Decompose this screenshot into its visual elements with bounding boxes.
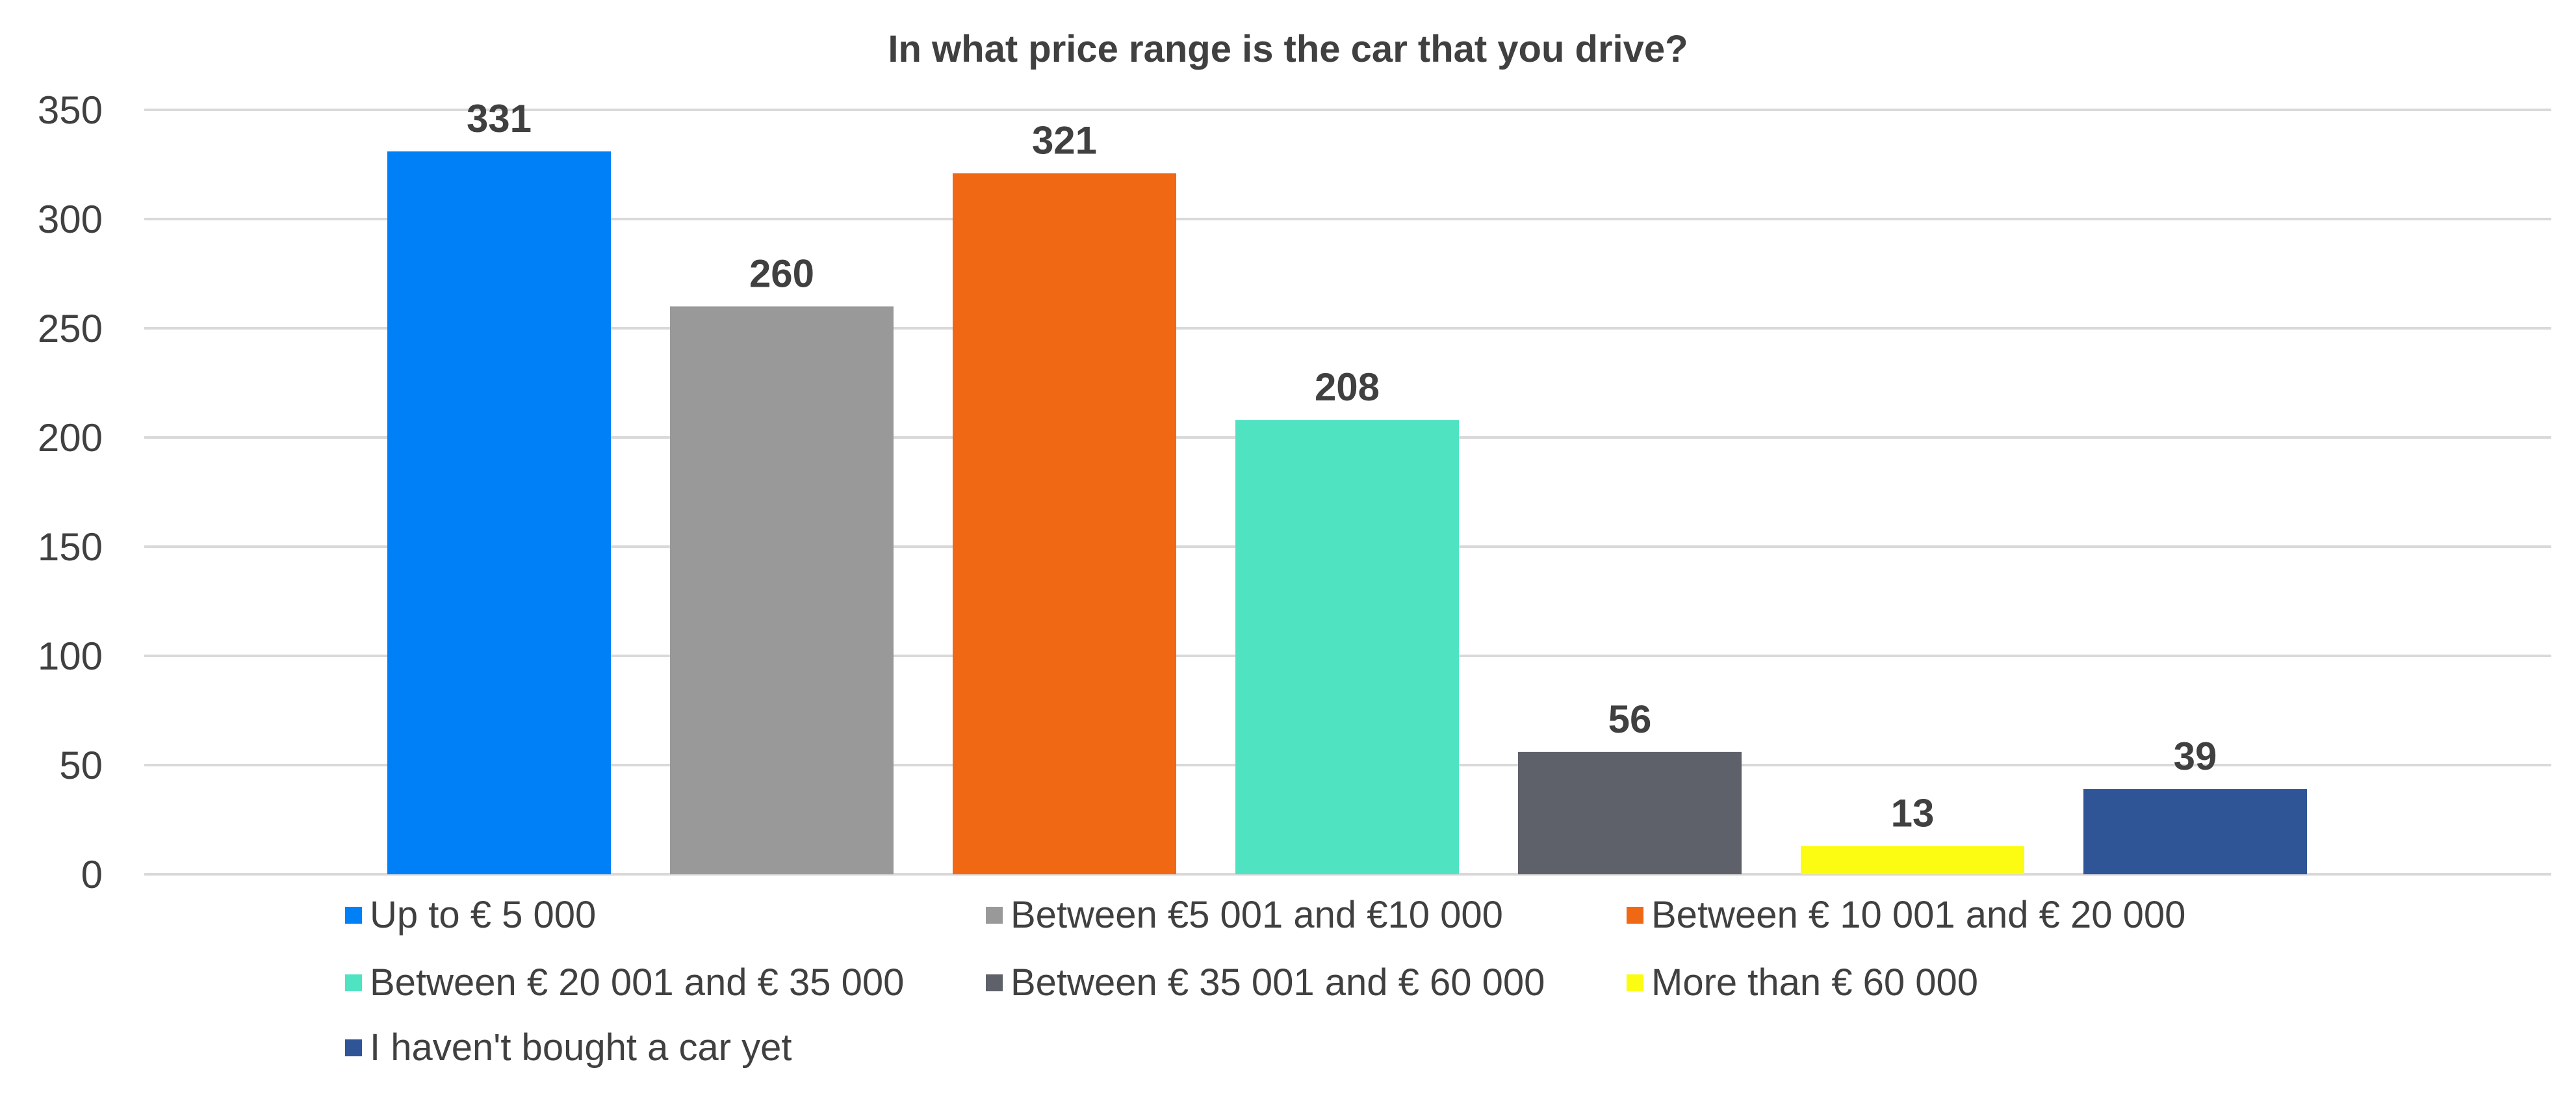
legend-label: More than € 60 000 bbox=[1651, 961, 1979, 1004]
legend-item: Between € 35 001 and € 60 000 bbox=[986, 961, 1545, 1004]
y-tick-label: 200 bbox=[38, 416, 103, 460]
data-label: 208 bbox=[1315, 365, 1380, 409]
legend-item: Between €5 001 and €10 000 bbox=[986, 893, 1503, 937]
legend-item: Between € 10 001 and € 20 000 bbox=[1627, 893, 2185, 937]
data-label: 56 bbox=[1608, 697, 1652, 741]
legend-swatch bbox=[1627, 974, 1643, 991]
chart-title: In what price range is the car that you … bbox=[888, 28, 1688, 70]
data-label: 13 bbox=[1891, 791, 1935, 835]
legend-label: I haven't bought a car yet bbox=[370, 1026, 792, 1069]
y-tick-label: 150 bbox=[38, 525, 103, 569]
data-label: 260 bbox=[749, 252, 814, 295]
bar-3 bbox=[953, 173, 1176, 875]
bar-2 bbox=[670, 306, 894, 874]
legend-label: Up to € 5 000 bbox=[370, 894, 597, 936]
legend-label: Between € 10 001 and € 20 000 bbox=[1651, 894, 2186, 936]
legend-item: More than € 60 000 bbox=[1627, 961, 1978, 1004]
legend-label: Between € 20 001 and € 35 000 bbox=[370, 961, 905, 1004]
legend-swatch bbox=[1627, 906, 1643, 924]
y-tick-label: 50 bbox=[59, 744, 103, 787]
legend-swatch bbox=[345, 906, 362, 924]
bar-1 bbox=[387, 151, 611, 875]
y-tick-label: 250 bbox=[38, 307, 103, 350]
legend-swatch bbox=[986, 974, 1003, 991]
legend-swatch bbox=[345, 1039, 362, 1056]
legend-label: Between € 35 001 and € 60 000 bbox=[1011, 961, 1545, 1004]
legend-swatch bbox=[986, 906, 1003, 924]
y-tick-label: 300 bbox=[38, 198, 103, 241]
bar-4 bbox=[1235, 420, 1459, 874]
bar-6 bbox=[1801, 846, 2024, 874]
legend-item: I haven't bought a car yet bbox=[345, 1026, 792, 1069]
data-label: 321 bbox=[1032, 118, 1097, 162]
data-label: 331 bbox=[467, 97, 532, 140]
legend-item: Between € 20 001 and € 35 000 bbox=[345, 961, 904, 1004]
bar-5 bbox=[1518, 751, 1742, 874]
legend-label: Between €5 001 and €10 000 bbox=[1011, 894, 1503, 936]
y-tick-label: 0 bbox=[81, 853, 103, 896]
y-tick-label: 100 bbox=[38, 634, 103, 678]
y-tick-label: 350 bbox=[38, 88, 103, 132]
data-label: 39 bbox=[2174, 735, 2217, 778]
bar-7 bbox=[2083, 788, 2307, 874]
legend-item: Up to € 5 000 bbox=[345, 893, 596, 937]
legend-swatch bbox=[345, 974, 362, 991]
